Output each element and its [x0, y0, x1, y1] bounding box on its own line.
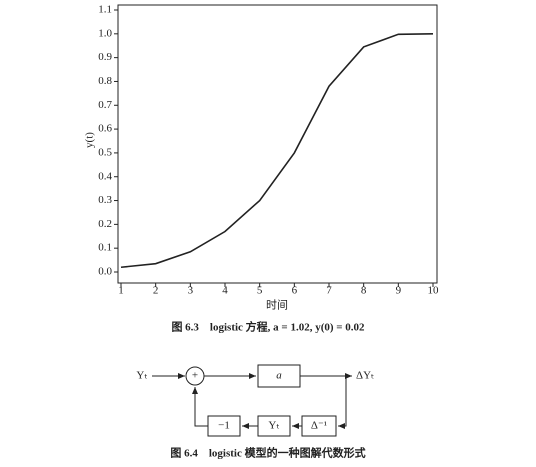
y-tick-label: 0.6: [98, 123, 112, 135]
feedback-line: [192, 387, 208, 427]
figure-caption: 图 6.4 logistic 模型的一种图解代数形式: [170, 446, 365, 460]
diagram: Yₜ + a ΔYₜ Δ⁻¹ Yₜ −1: [136, 364, 374, 437]
x-tick-label: 2: [153, 285, 159, 297]
y-tick-label: 0.5: [98, 146, 112, 158]
diagram-output: ΔYₜ: [356, 370, 374, 382]
y-tick-label: 1.1: [98, 4, 112, 16]
y-tick-label: 0.1: [98, 242, 112, 254]
y-tick-label: 0.8: [98, 75, 112, 87]
sum-sign: +: [192, 370, 198, 382]
x-tick-label: 4: [222, 285, 228, 297]
figure-caption: 图 6.3 logistic 方程, a = 1.02, y(0) = 0.02: [171, 320, 365, 334]
x-tick-label: 3: [188, 285, 194, 297]
feedback-label: Yₜ: [268, 420, 279, 432]
y-tick-label: 0.9: [98, 51, 112, 63]
y-tick-label: 1.0: [98, 27, 112, 39]
x-tick-label: 1: [118, 285, 124, 297]
y-tick-label: 0.7: [98, 99, 112, 111]
feedback-label: −1: [218, 420, 230, 432]
feedback-label: Δ⁻¹: [311, 420, 327, 432]
x-axis-label: 时间: [266, 299, 288, 312]
y-tick-label: 0.0: [98, 266, 112, 278]
gain-label: a: [276, 370, 282, 382]
diagram-input: Yₜ: [136, 370, 147, 382]
y-tick-label: 0.4: [98, 170, 112, 182]
x-tick-label: 9: [396, 285, 402, 297]
y-axis-label: y(t): [84, 132, 96, 148]
x-tick-label: 6: [292, 285, 298, 297]
x-tick-label: 10: [428, 285, 440, 297]
plot-frame: [117, 4, 438, 284]
x-tick-label: 5: [257, 285, 263, 297]
data-line: [120, 33, 434, 269]
x-tick-label: 7: [326, 285, 332, 297]
feedback-line: [338, 376, 347, 429]
y-tick-label: 0.3: [98, 194, 112, 206]
x-tick-label: 8: [361, 285, 367, 297]
y-tick-label: 0.2: [98, 218, 112, 230]
